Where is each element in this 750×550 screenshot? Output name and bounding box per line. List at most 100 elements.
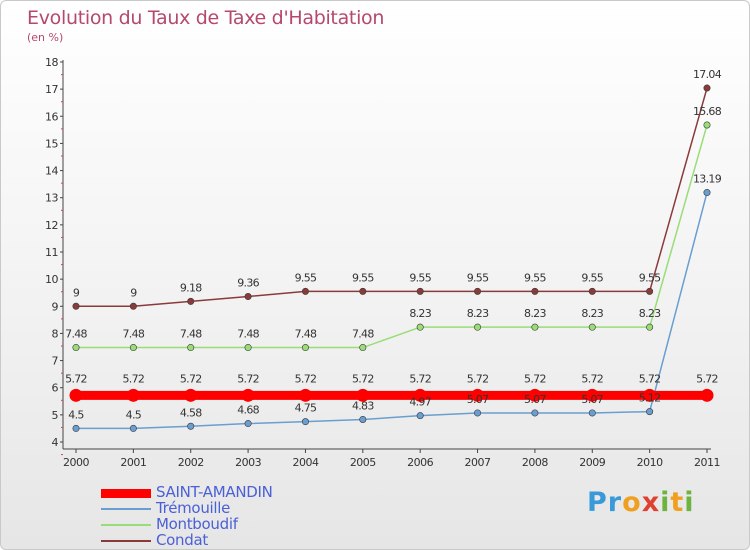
- data-label: 7.48: [65, 328, 87, 341]
- y-tick-label: 12: [45, 219, 58, 232]
- legend-label: SAINT-AMANDIN: [156, 483, 273, 501]
- data-label: 9.55: [524, 271, 546, 284]
- data-point: [585, 388, 599, 402]
- data-label: 5.72: [123, 372, 145, 385]
- data-label: 5.72: [295, 372, 317, 385]
- data-point: [72, 344, 80, 352]
- data-point: [298, 388, 312, 402]
- data-point: [416, 323, 424, 331]
- y-tick-label: 4: [52, 436, 59, 449]
- data-point: [588, 287, 596, 295]
- data-label: 5.72: [352, 372, 374, 385]
- data-point: [531, 323, 539, 331]
- x-tick-label: 2009: [579, 456, 605, 469]
- data-point: [241, 388, 255, 402]
- data-point: [643, 388, 657, 402]
- data-point: [416, 287, 424, 295]
- x-tick-label: 2007: [465, 456, 491, 469]
- data-label: 5.72: [696, 372, 718, 385]
- y-tick-label: 7: [52, 355, 59, 368]
- legend-swatch: [101, 540, 151, 542]
- y-tick-label: 14: [45, 165, 58, 178]
- data-label: 7.48: [352, 328, 374, 341]
- data-label: 4.5: [126, 408, 142, 421]
- data-point: [646, 408, 654, 416]
- data-point: [69, 388, 83, 402]
- data-label: 4.75: [295, 402, 317, 415]
- y-tick-label: 16: [45, 110, 58, 123]
- data-label: 5.72: [639, 372, 661, 385]
- data-label: 4.68: [237, 404, 259, 417]
- data-label: 9: [130, 286, 137, 299]
- data-label: 5.72: [65, 372, 87, 385]
- data-point: [588, 409, 596, 417]
- data-label: 4.97: [409, 396, 431, 409]
- data-label: 5.72: [524, 372, 546, 385]
- y-tick-label: 13: [45, 192, 58, 205]
- data-point: [588, 323, 596, 331]
- data-label: 4.83: [352, 399, 374, 412]
- x-tick-label: 2002: [178, 456, 204, 469]
- data-label: 15.68: [693, 105, 722, 118]
- data-point: [187, 297, 195, 305]
- data-point: [531, 409, 539, 417]
- data-point: [474, 409, 482, 417]
- data-point: [700, 388, 714, 402]
- series-line-3: [75, 87, 708, 308]
- data-label: 9.55: [467, 271, 489, 284]
- y-tick-label: 11: [45, 246, 58, 259]
- data-point: [474, 287, 482, 295]
- data-label: 5.07: [467, 393, 489, 406]
- data-label: 17.04: [693, 68, 722, 81]
- data-point: [129, 424, 137, 432]
- data-point: [471, 388, 485, 402]
- data-label: 7.48: [295, 328, 317, 341]
- data-label: 9: [73, 286, 80, 299]
- y-tick-label: 5: [52, 409, 59, 422]
- chart-unit-label: (en %): [27, 31, 64, 44]
- data-point: [703, 121, 711, 129]
- data-label: 8.23: [581, 307, 603, 320]
- data-label: 5.07: [524, 393, 546, 406]
- data-point: [187, 422, 195, 430]
- y-tick-label: 17: [45, 83, 58, 96]
- legend-swatch: [101, 508, 151, 510]
- x-tick-label: 2003: [235, 456, 261, 469]
- x-tick-label: 2008: [522, 456, 548, 469]
- data-point: [126, 388, 140, 402]
- data-point: [359, 287, 367, 295]
- x-tick-label: 2011: [694, 456, 720, 469]
- y-tick-label: 8: [52, 327, 59, 340]
- x-tick-label: 2001: [120, 456, 146, 469]
- y-tick-label: 6: [52, 382, 59, 395]
- y-tick-label: 10: [45, 273, 58, 286]
- data-point: [703, 84, 711, 92]
- data-point: [72, 424, 80, 432]
- legend-swatch: [101, 489, 151, 498]
- x-tick-label: 2000: [63, 456, 89, 469]
- data-label: 5.72: [180, 372, 202, 385]
- data-label: 8.23: [409, 307, 431, 320]
- data-label: 8.23: [467, 307, 489, 320]
- data-point: [129, 344, 137, 352]
- data-label: 9.55: [581, 271, 603, 284]
- data-label: 9.36: [237, 277, 259, 290]
- data-label: 5.72: [467, 372, 489, 385]
- data-label: 13.19: [693, 173, 722, 186]
- data-point: [301, 418, 309, 426]
- data-point: [187, 344, 195, 352]
- legend-label: Montboudif: [156, 515, 238, 533]
- data-point: [359, 415, 367, 423]
- data-point: [413, 388, 427, 402]
- data-label: 5.12: [639, 392, 661, 405]
- data-point: [359, 344, 367, 352]
- y-tick-label: 15: [45, 137, 58, 150]
- data-point: [356, 388, 370, 402]
- legend-label: Condat: [156, 531, 208, 549]
- chart-title: Evolution du Taux de Taxe d'Habitation: [27, 7, 385, 29]
- data-point: [703, 189, 711, 197]
- y-tick-label: 18: [45, 56, 58, 69]
- data-point: [646, 287, 654, 295]
